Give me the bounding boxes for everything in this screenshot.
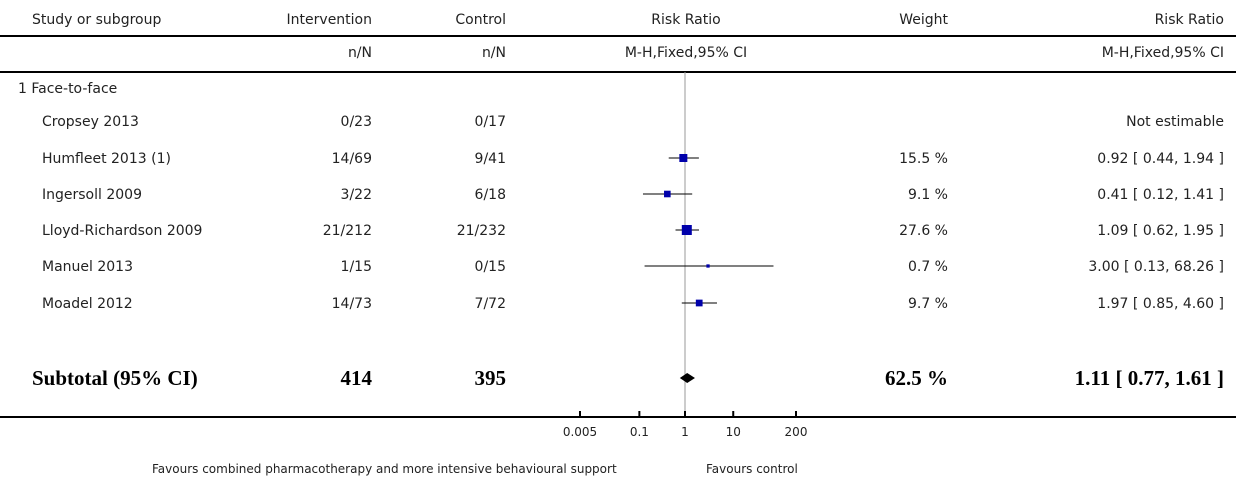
study-weight: 0.7 %	[907, 259, 948, 275]
study-control: 21/232	[456, 223, 506, 239]
axis-tick-label: 1	[681, 425, 689, 439]
study-risk-ratio: 3.00 [ 0.13, 68.26 ]	[1088, 259, 1224, 275]
header-weight: Weight	[899, 12, 948, 28]
study-risk-ratio: 1.97 [ 0.85, 4.60 ]	[1097, 296, 1224, 312]
header-top-rule	[0, 35, 1236, 37]
study-weight: 9.7 %	[907, 296, 948, 312]
header-text-method: M-H,Fixed,95% CI	[1101, 45, 1224, 61]
study-intervention: 3/22	[340, 187, 372, 203]
study-point-estimate	[706, 264, 710, 268]
study-intervention: 1/15	[340, 259, 372, 275]
study-risk-ratio: Not estimable	[1126, 114, 1224, 130]
study-weight: 27.6 %	[899, 223, 948, 239]
study-point-estimate	[695, 299, 703, 307]
study-intervention: 0/23	[340, 114, 372, 130]
subtotal-label: Subtotal (95% CI)	[32, 366, 198, 390]
axis-tick-label: 200	[785, 425, 808, 439]
header-control: Control	[455, 12, 506, 28]
study-intervention: 14/73	[331, 296, 372, 312]
study-name: Ingersoll 2009	[42, 187, 142, 203]
axis-tick-label: 0.1	[630, 425, 649, 439]
subtotal-diamond	[679, 373, 695, 383]
study-control: 7/72	[474, 296, 506, 312]
study-weight: 9.1 %	[907, 187, 948, 203]
study-point-estimate	[681, 225, 692, 235]
subtotal-risk-ratio: 1.11 [ 0.77, 1.61 ]	[1074, 366, 1224, 390]
study-risk-ratio: 1.09 [ 0.62, 1.95 ]	[1097, 223, 1224, 239]
study-point-estimate	[679, 154, 688, 162]
axis-tick-label: 0.005	[563, 425, 597, 439]
study-name: Manuel 2013	[42, 259, 133, 275]
header-bottom-rule	[0, 71, 1236, 73]
subtotal-control: 395	[474, 366, 507, 390]
header-risk-ratio-plot: Risk Ratio	[651, 12, 721, 28]
header-intervention: Intervention	[286, 12, 372, 28]
header-study: Study or subgroup	[32, 12, 162, 28]
header-risk-ratio-text: Risk Ratio	[1154, 12, 1224, 28]
study-control: 0/15	[474, 259, 506, 275]
header-intervention-unit: n/N	[347, 45, 372, 61]
study-name: Moadel 2012	[42, 296, 133, 312]
study-point-estimate	[664, 190, 671, 198]
study-intervention: 14/69	[331, 151, 372, 167]
subtotal-weight: 62.5 %	[885, 366, 948, 390]
study-name: Humfleet 2013 (1)	[42, 151, 171, 167]
favours-left-label: Favours combined pharmacotherapy and mor…	[152, 462, 617, 476]
study-control: 0/17	[474, 114, 506, 130]
favours-right-label: Favours control	[706, 462, 798, 476]
study-risk-ratio: 0.41 [ 0.12, 1.41 ]	[1097, 187, 1224, 203]
study-control: 6/18	[474, 187, 506, 203]
axis-tick-label: 10	[726, 425, 741, 439]
study-risk-ratio: 0.92 [ 0.44, 1.94 ]	[1097, 151, 1224, 167]
header-plot-method: M-H,Fixed,95% CI	[624, 45, 748, 61]
subtotal-intervention: 414	[340, 366, 373, 390]
study-intervention: 21/212	[322, 223, 372, 239]
header-control-unit: n/N	[481, 45, 506, 61]
study-control: 9/41	[474, 151, 506, 167]
study-name: Cropsey 2013	[42, 114, 139, 130]
study-weight: 15.5 %	[899, 151, 948, 167]
subgroup-label: 1 Face-to-face	[18, 81, 118, 97]
study-name: Lloyd-Richardson 2009	[42, 223, 203, 239]
